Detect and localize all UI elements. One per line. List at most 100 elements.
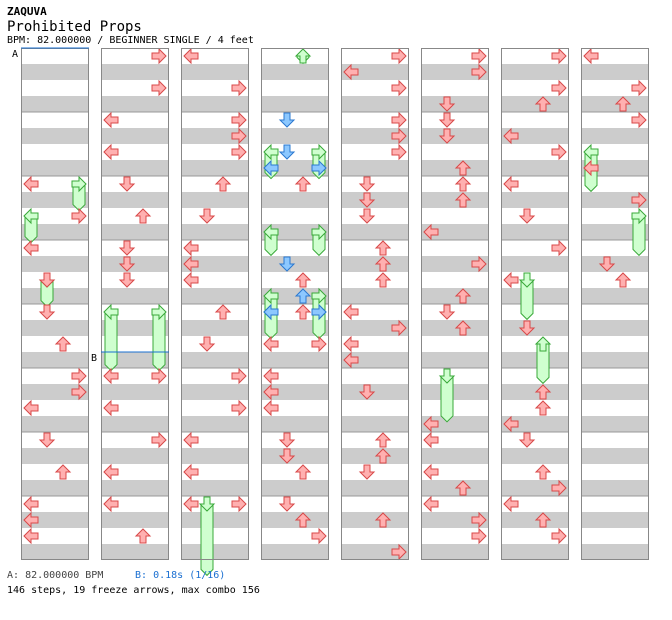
beat-stripe	[101, 384, 169, 400]
step-arrow	[454, 160, 472, 176]
beat-stripe	[261, 224, 329, 240]
step-arrow	[294, 176, 312, 192]
step-arrow	[551, 527, 567, 545]
beat-stripe	[501, 320, 569, 336]
beat-stripe	[21, 128, 89, 144]
beat-stripe	[261, 544, 329, 560]
beat-stripe	[421, 384, 489, 400]
column-border	[181, 48, 249, 560]
beat-stripe	[21, 384, 89, 400]
freeze-arrow-head	[198, 496, 216, 512]
beat-stripe	[101, 128, 169, 144]
beat-stripe	[261, 480, 329, 496]
step-arrow	[151, 79, 167, 97]
beat-stripe	[341, 416, 409, 432]
marker-b-label: B	[91, 353, 97, 364]
beat-stripe	[261, 160, 329, 176]
step-arrow	[631, 111, 647, 129]
step-arrow	[151, 47, 167, 65]
column-border	[421, 48, 489, 560]
step-arrow	[358, 464, 376, 480]
beat-stripe	[181, 384, 249, 400]
step-arrow	[374, 512, 392, 528]
step-arrow	[374, 432, 392, 448]
beat-stripe	[101, 352, 169, 368]
step-arrow	[614, 272, 632, 288]
step-arrow	[214, 304, 232, 320]
beat-stripe	[421, 480, 489, 496]
step-arrow	[343, 351, 359, 369]
beat-stripe	[501, 288, 569, 304]
beat-stripe	[501, 384, 569, 400]
artist-name: ZAQUVA	[7, 5, 47, 18]
step-arrow	[263, 383, 279, 401]
beat-stripe	[21, 96, 89, 112]
beat-stripe	[101, 480, 169, 496]
beat-stripe	[421, 128, 489, 144]
step-arrow	[471, 255, 487, 273]
step-arrow	[38, 432, 56, 448]
step-arrow	[263, 399, 279, 417]
beat-stripe	[581, 352, 649, 368]
freeze-arrow-head	[311, 223, 327, 241]
beat-stripe	[581, 416, 649, 432]
step-arrow	[294, 272, 312, 288]
beat-stripe	[21, 416, 89, 432]
step-arrow	[358, 208, 376, 224]
beat-stripe	[181, 224, 249, 240]
step-arrow	[118, 176, 136, 192]
step-arrow	[391, 319, 407, 337]
step-arrow	[454, 480, 472, 496]
beat-stripe	[581, 192, 649, 208]
freeze-arrow-head	[583, 143, 599, 161]
beat-stripe	[341, 256, 409, 272]
step-arrow	[214, 176, 232, 192]
step-arrow	[54, 464, 72, 480]
freeze-arrow-head	[103, 303, 119, 321]
beat-stripe	[581, 160, 649, 176]
step-arrow	[343, 335, 359, 353]
step-arrow	[503, 415, 519, 433]
beat-stripe	[421, 192, 489, 208]
step-arrow	[454, 288, 472, 304]
beat-stripe	[101, 448, 169, 464]
step-arrow	[343, 303, 359, 321]
beat-stripe	[421, 224, 489, 240]
shock-arrow	[278, 112, 296, 128]
beat-stripe	[421, 96, 489, 112]
beat-stripe	[181, 416, 249, 432]
freeze-arrow-head	[263, 223, 279, 241]
measure-stripes	[21, 48, 649, 560]
beat-stripe	[501, 480, 569, 496]
beat-stripe	[501, 192, 569, 208]
freeze-arrow-head	[534, 336, 552, 352]
step-arrow	[71, 367, 87, 385]
step-arrow	[151, 367, 167, 385]
step-arrow	[183, 47, 199, 65]
step-arrow	[278, 432, 296, 448]
step-arrow	[231, 143, 247, 161]
step-arrow	[38, 304, 56, 320]
freeze-arrow-head	[23, 207, 39, 225]
beat-stripe	[101, 192, 169, 208]
step-arrow	[471, 527, 487, 545]
step-arrow	[391, 79, 407, 97]
column-border	[581, 48, 649, 560]
beat-stripe	[21, 224, 89, 240]
freeze-arrow-head	[438, 368, 456, 384]
step-arrow	[198, 336, 216, 352]
step-arrow	[391, 143, 407, 161]
freeze-arrow-body	[104, 311, 118, 372]
beat-stripe	[261, 128, 329, 144]
marker-a-label: A	[12, 49, 18, 60]
step-arrow	[23, 527, 39, 545]
step-arrow	[583, 47, 599, 65]
step-arrow	[614, 96, 632, 112]
freeze-arrow-head	[294, 48, 312, 64]
step-arrow	[118, 272, 136, 288]
step-arrow	[23, 239, 39, 257]
beat-stripe	[21, 64, 89, 80]
beat-stripe	[21, 512, 89, 528]
beat-stripe	[421, 256, 489, 272]
